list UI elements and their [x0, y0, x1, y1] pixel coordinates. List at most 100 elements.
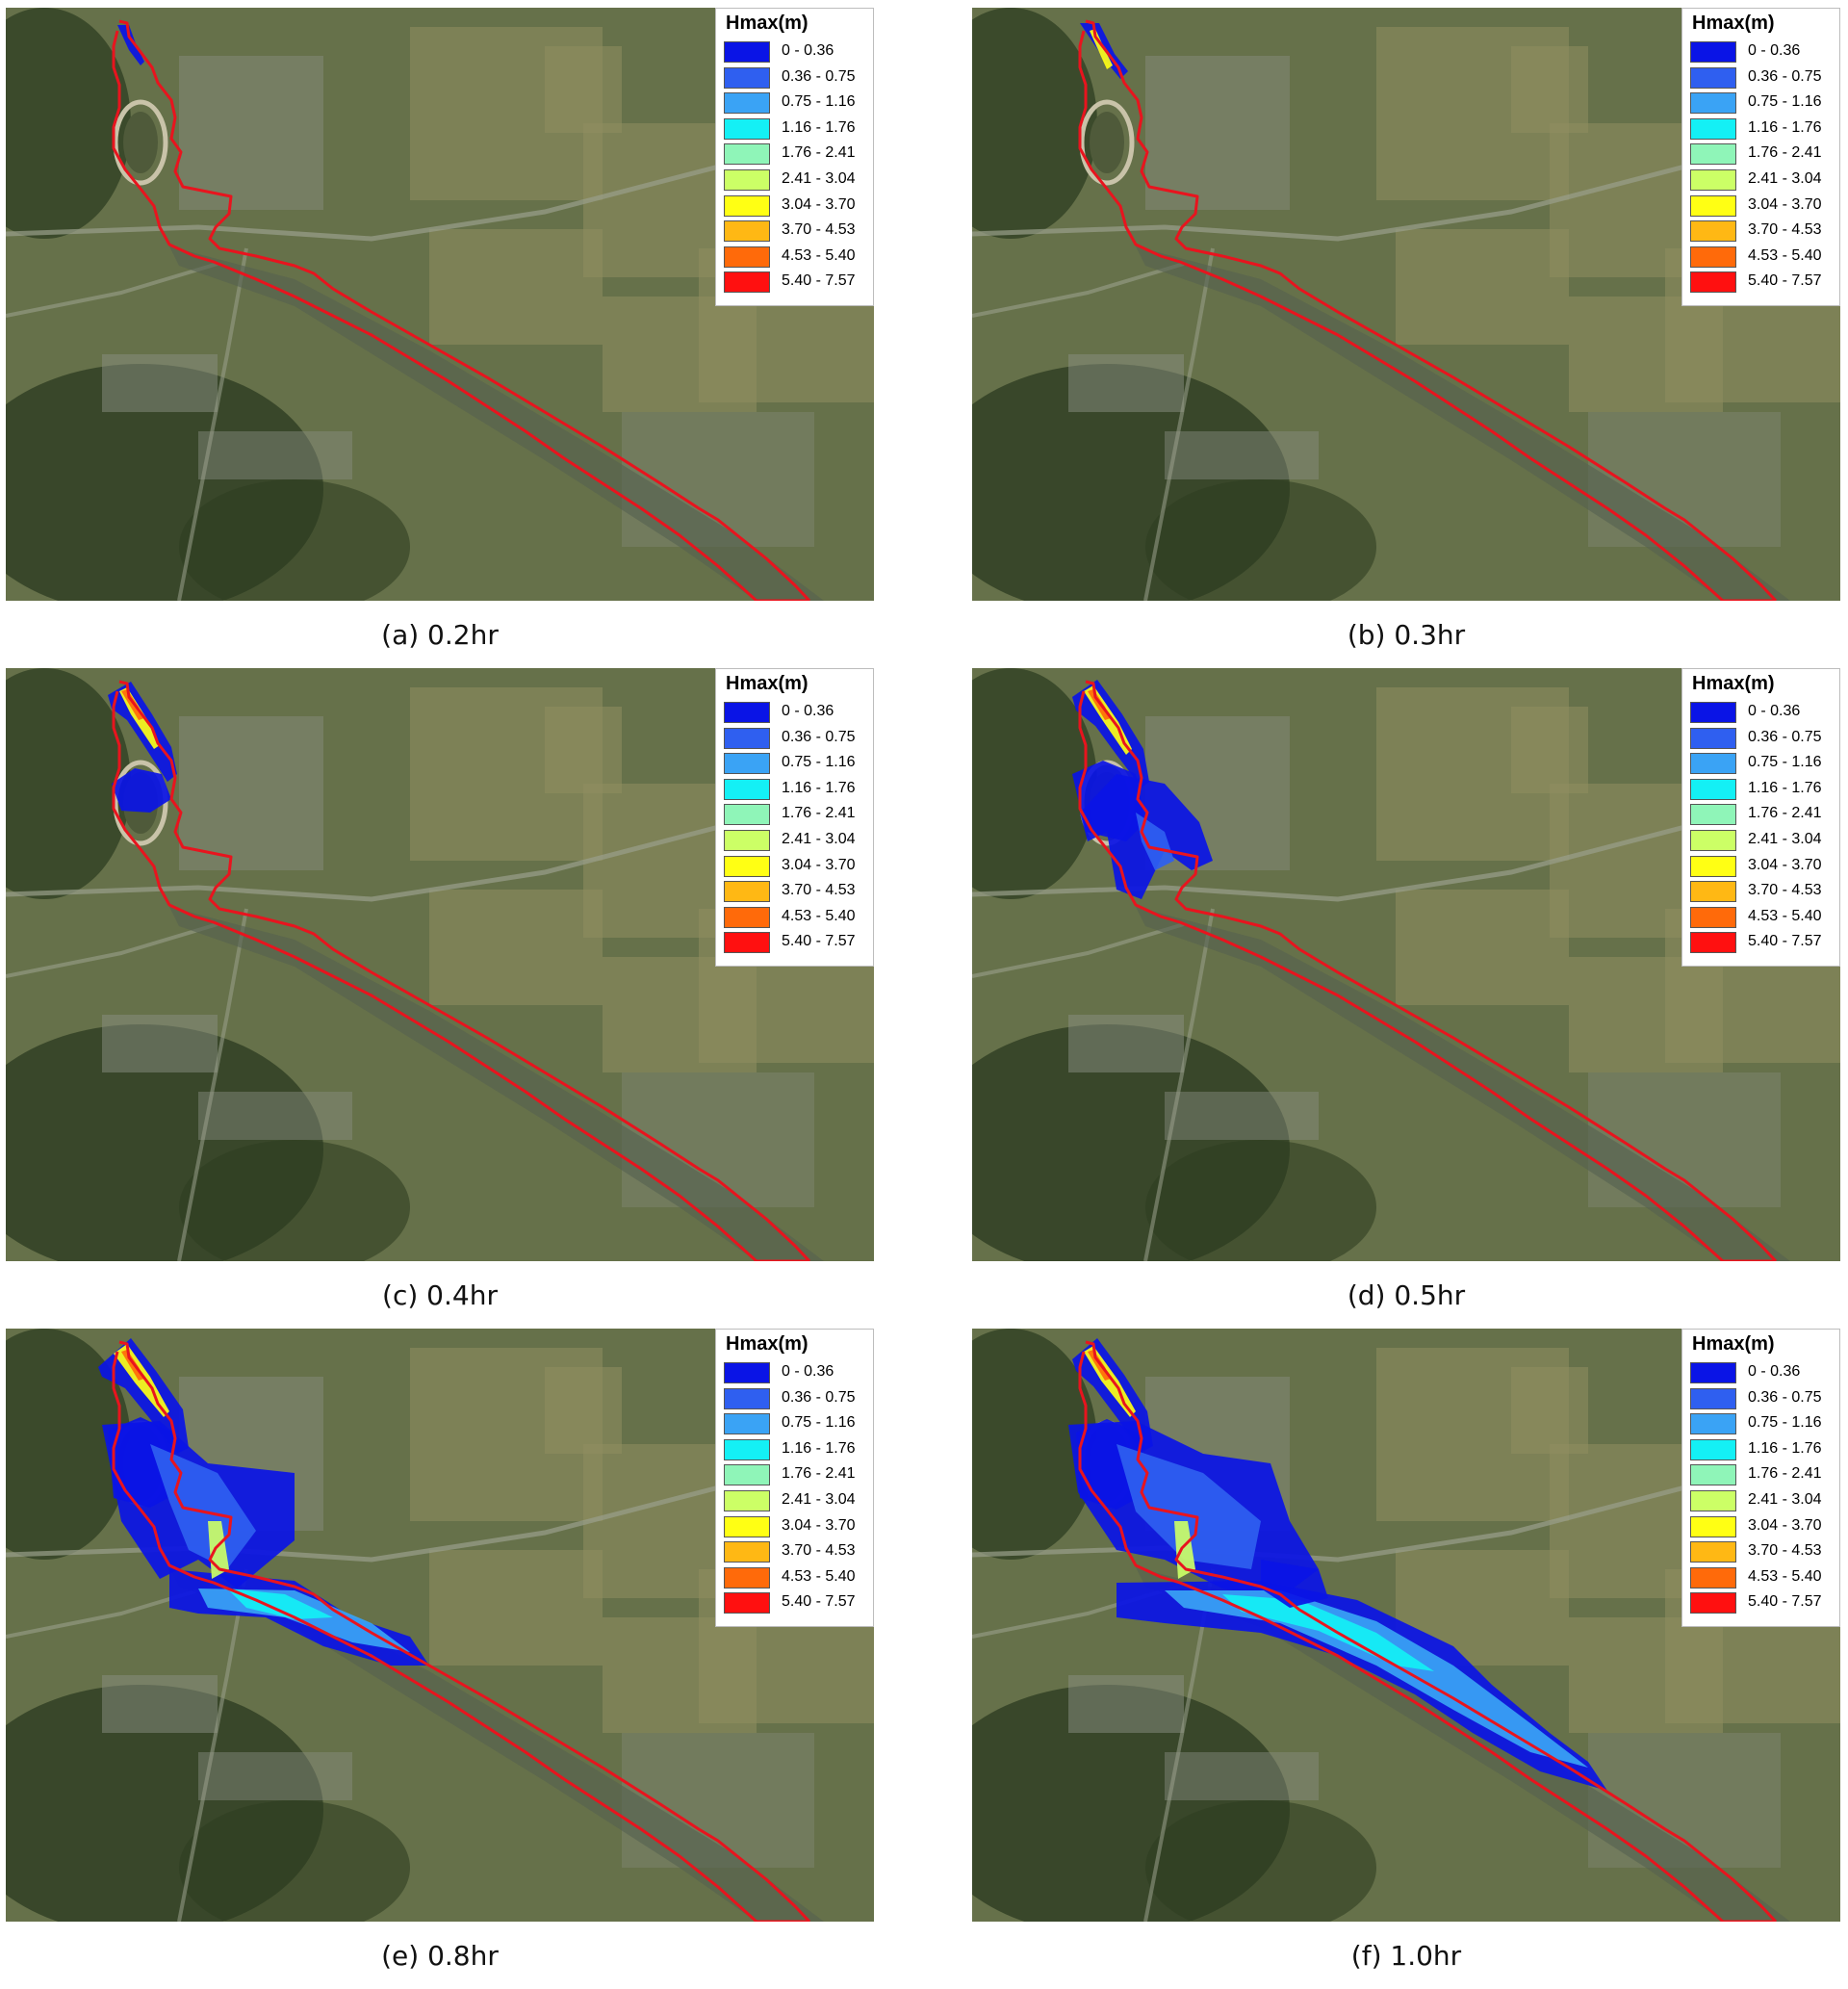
legend-item: 5.40 - 7.57 — [724, 270, 870, 295]
forest-area — [1145, 1800, 1376, 1922]
legend-label: 3.04 - 3.70 — [1748, 195, 1822, 213]
legend-label: 1.76 - 2.41 — [1748, 805, 1822, 822]
legend-swatch — [724, 194, 770, 217]
legend-swatch — [724, 220, 770, 243]
river-channel — [169, 1567, 824, 1922]
legend-item: 1.16 - 1.76 — [724, 116, 870, 142]
legend: Hmax(m) 0 - 0.36 0.36 - 0.75 0.75 - 1.16 1.1… — [715, 1329, 874, 1627]
legend-item: 0.75 - 1.16 — [1690, 1411, 1836, 1436]
legend-swatch — [724, 830, 770, 851]
legend-label: 0.36 - 0.75 — [782, 67, 856, 85]
legend-swatch — [1690, 117, 1736, 140]
field-area — [583, 784, 718, 938]
legend-item: 0.75 - 1.16 — [1690, 90, 1836, 116]
legend-swatch — [724, 1592, 770, 1614]
legend-label: 0.36 - 0.75 — [782, 728, 856, 745]
legend-title: Hmax(m) — [726, 673, 808, 694]
flood-deepest-core — [121, 689, 144, 720]
flood-upstream — [98, 1338, 189, 1454]
legend-item: 0 - 0.36 — [724, 39, 870, 65]
legend: Hmax(m) 0 - 0.36 0.36 - 0.75 0.75 - 1.16 1.1… — [1681, 8, 1840, 306]
forest-area — [972, 1329, 1097, 1560]
legend-label: 3.70 - 4.53 — [1748, 221, 1822, 239]
legend-item: 4.53 - 5.40 — [1690, 905, 1836, 930]
urban-area — [1068, 1015, 1184, 1072]
panel-caption: (c) 0.4hr — [382, 1279, 498, 1311]
legend-swatch — [1690, 92, 1736, 115]
forest-area — [6, 1329, 131, 1560]
map-canvas — [972, 8, 1840, 601]
legend-label: 0.36 - 0.75 — [1748, 728, 1822, 745]
legend-label: 3.70 - 4.53 — [782, 1542, 856, 1560]
legend-item: 2.41 - 3.04 — [724, 828, 870, 853]
urban-area — [102, 1015, 218, 1072]
legend-item: 0 - 0.36 — [1690, 39, 1836, 65]
legend-item: 3.70 - 4.53 — [724, 1539, 870, 1564]
study-boundary — [1085, 1340, 1778, 1922]
legend-swatch — [1690, 143, 1736, 166]
flood-town-mid — [1136, 813, 1174, 870]
panel-d: Hmax(m) 0 - 0.36 0.36 - 0.75 0.75 - 1.16 1.1… — [972, 668, 1840, 1329]
legend-label: 3.70 - 4.53 — [782, 221, 856, 239]
legend-swatch — [724, 1541, 770, 1563]
panel-c: Hmax(m) 0 - 0.36 0.36 - 0.75 0.75 - 1.16 1.1… — [6, 668, 874, 1329]
legend-swatch — [1690, 727, 1736, 749]
legend-label: 1.16 - 1.76 — [782, 118, 856, 136]
legend-label: 3.70 - 4.53 — [782, 882, 856, 899]
legend: Hmax(m) 0 - 0.36 0.36 - 0.75 0.75 - 1.16 1.1… — [1681, 668, 1840, 967]
legend-label: 1.16 - 1.76 — [1748, 118, 1822, 136]
flood-upstream — [1072, 680, 1149, 788]
flood-deepest-core — [121, 1350, 144, 1381]
flood-east-pocket — [1261, 1560, 1328, 1608]
legend-label: 0.75 - 1.16 — [782, 754, 856, 771]
field-area — [583, 1444, 718, 1598]
study-boundary — [112, 30, 809, 601]
flood-town-mid — [150, 1444, 256, 1569]
legend-label: 4.53 - 5.40 — [1748, 246, 1822, 264]
legend-item: 1.76 - 2.41 — [1690, 802, 1836, 827]
legend-label: 3.04 - 3.70 — [1748, 1516, 1822, 1534]
legend-swatch — [724, 1515, 770, 1537]
legend-label: 1.16 - 1.76 — [782, 779, 856, 796]
legend-swatch — [1690, 778, 1736, 800]
legend-item: 0 - 0.36 — [724, 700, 870, 725]
legend-swatch — [724, 804, 770, 826]
legend-item: 5.40 - 7.57 — [724, 1590, 870, 1615]
legend-swatch — [724, 169, 770, 191]
forest-area — [1145, 1140, 1376, 1261]
legend-swatch — [1690, 753, 1736, 775]
legend-swatch — [724, 1490, 770, 1511]
legend-item: 1.76 - 2.41 — [1690, 142, 1836, 167]
legend-item: 0.36 - 0.75 — [1690, 1386, 1836, 1411]
legend-swatch — [1690, 271, 1736, 294]
panel-a: Hmax(m) 0 - 0.36 0.36 - 0.75 0.75 - 1.16 1.1… — [6, 8, 874, 668]
legend-label: 0.36 - 0.75 — [1748, 1388, 1822, 1406]
river-channel — [1136, 907, 1790, 1261]
legend-label: 2.41 - 3.04 — [1748, 170, 1822, 187]
field-area — [545, 46, 622, 133]
legend-swatch — [724, 271, 770, 294]
legend-item: 0 - 0.36 — [1690, 700, 1836, 725]
legend-swatch — [1690, 41, 1736, 63]
legend-swatch — [1690, 169, 1736, 191]
legend-item: 5.40 - 7.57 — [1690, 270, 1836, 295]
legend-label: 4.53 - 5.40 — [1748, 907, 1822, 924]
legend-label: 0.75 - 1.16 — [1748, 754, 1822, 771]
legend-item: 1.76 - 2.41 — [1690, 1462, 1836, 1487]
road — [972, 922, 1185, 978]
forest-area — [972, 668, 1097, 899]
legend-label: 0.75 - 1.16 — [1748, 1414, 1822, 1432]
urban-area — [179, 716, 323, 870]
study-boundary — [118, 19, 811, 601]
legend-swatch — [724, 881, 770, 903]
legend-label: 4.53 - 5.40 — [782, 246, 856, 264]
legend-item: 3.04 - 3.70 — [1690, 1514, 1836, 1539]
legend-item: 1.76 - 2.41 — [724, 802, 870, 827]
forest-area — [179, 1800, 410, 1922]
legend-item: 4.53 - 5.40 — [724, 905, 870, 930]
legend-label: 1.76 - 2.41 — [782, 1465, 856, 1483]
road — [6, 262, 218, 318]
road — [6, 922, 218, 978]
legend-item: 2.41 - 3.04 — [724, 168, 870, 193]
river-channel — [1136, 1567, 1790, 1922]
